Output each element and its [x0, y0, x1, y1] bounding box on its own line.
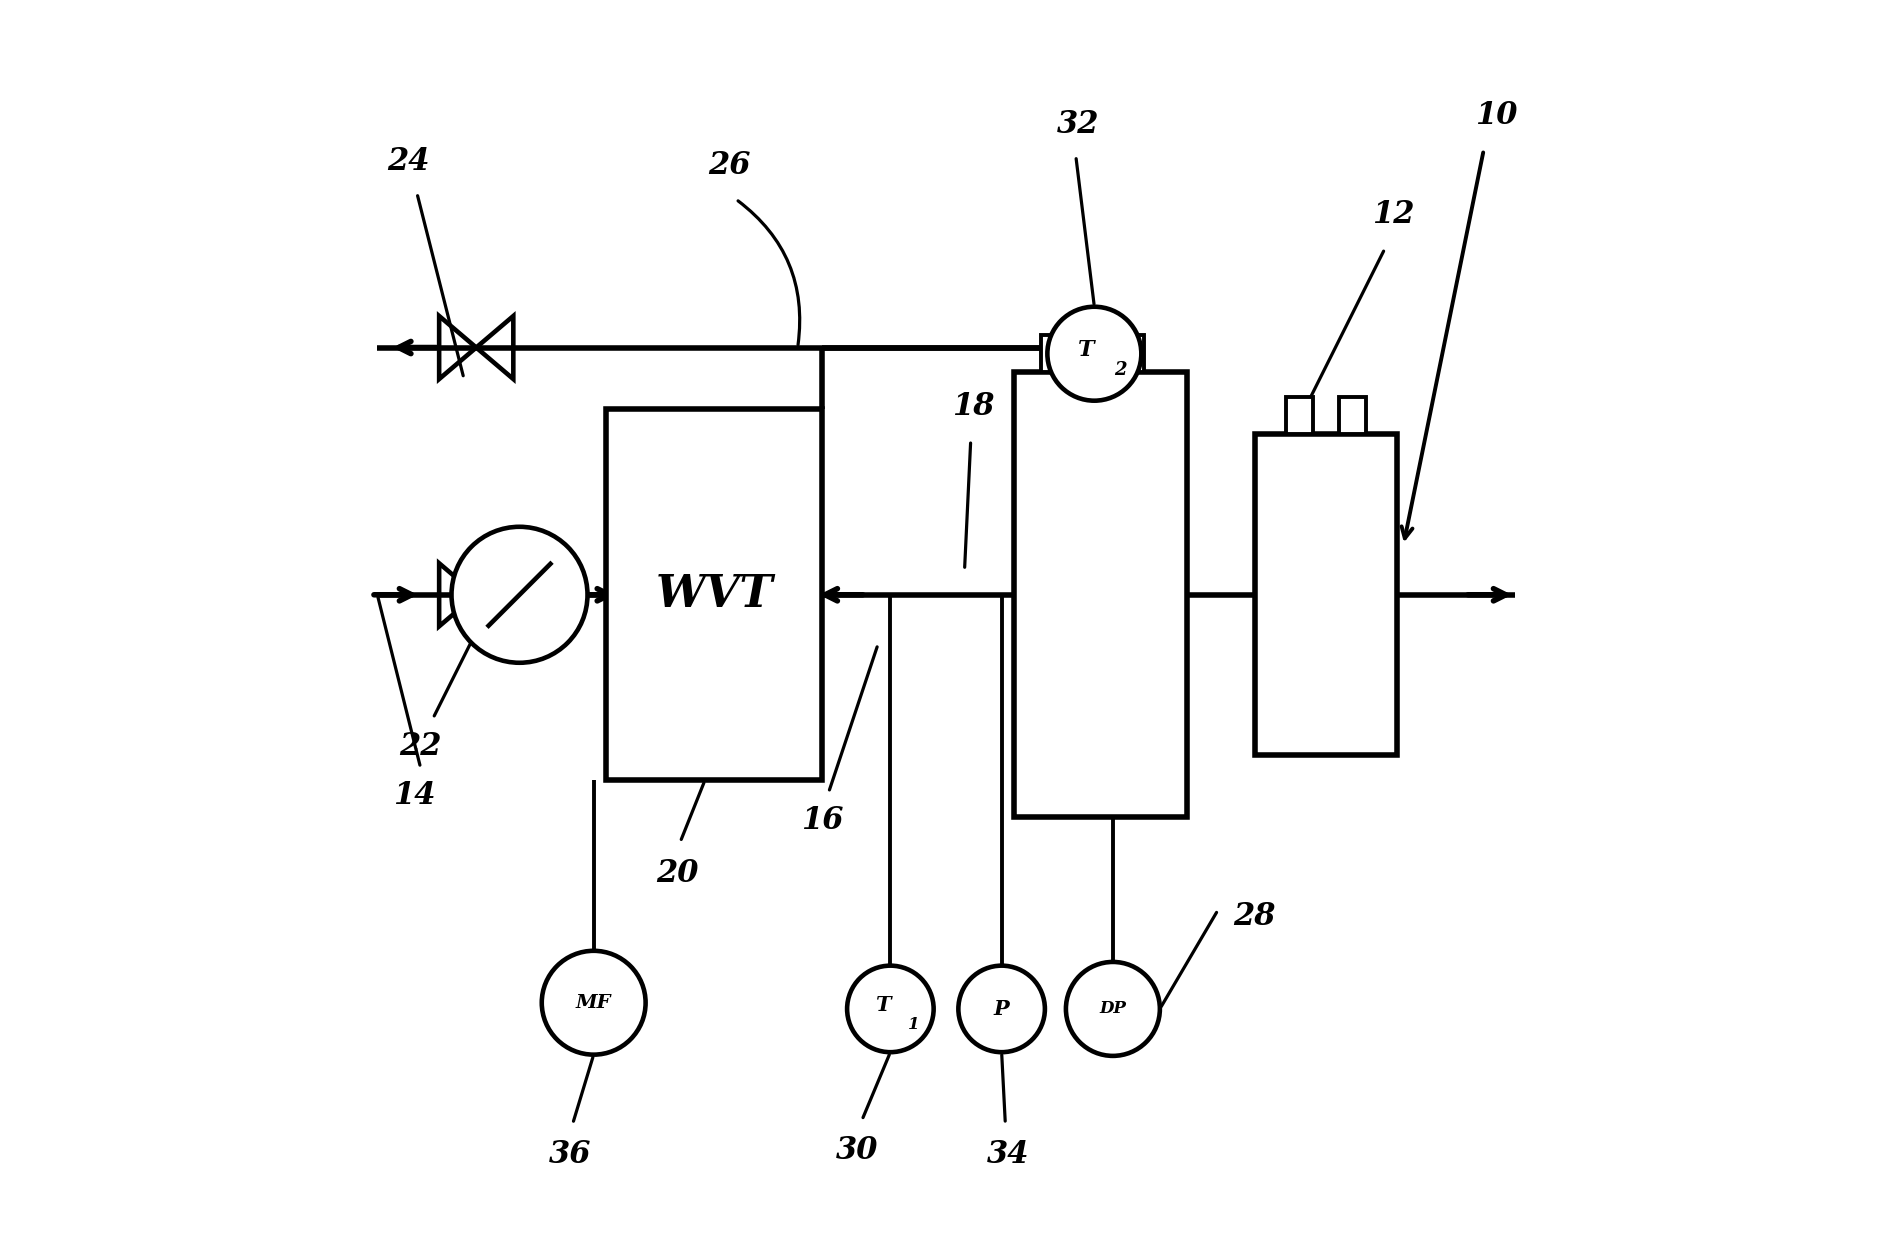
Bar — [1254, 434, 1396, 756]
Text: 16: 16 — [800, 805, 844, 836]
Bar — [1014, 372, 1186, 818]
Text: 34: 34 — [986, 1139, 1029, 1170]
Bar — [1287, 396, 1313, 434]
Text: MF: MF — [575, 994, 611, 1012]
Circle shape — [848, 965, 933, 1052]
Text: 14: 14 — [394, 781, 435, 812]
Bar — [1041, 336, 1069, 372]
Text: 30: 30 — [836, 1135, 878, 1166]
Circle shape — [1065, 961, 1160, 1056]
Text: 10: 10 — [1476, 100, 1517, 131]
Text: 18: 18 — [952, 390, 995, 421]
Circle shape — [959, 965, 1044, 1052]
Text: 28: 28 — [1234, 901, 1275, 932]
Text: T: T — [1078, 339, 1094, 361]
Text: 32: 32 — [1058, 109, 1099, 140]
Text: 1: 1 — [908, 1016, 920, 1032]
Circle shape — [1048, 307, 1141, 400]
Text: T: T — [874, 995, 891, 1016]
Text: 20: 20 — [657, 859, 698, 890]
Bar — [1340, 396, 1366, 434]
Text: 24: 24 — [388, 146, 429, 177]
Circle shape — [452, 527, 588, 663]
Text: WVT: WVT — [655, 574, 774, 616]
Bar — [1116, 336, 1145, 372]
Text: 12: 12 — [1372, 199, 1415, 230]
Text: 36: 36 — [549, 1139, 592, 1170]
Circle shape — [541, 950, 645, 1054]
Text: 22: 22 — [399, 731, 443, 762]
Text: 26: 26 — [708, 150, 751, 181]
Text: 2: 2 — [1114, 361, 1126, 379]
Bar — [605, 409, 823, 781]
Text: DP: DP — [1099, 1000, 1126, 1017]
Text: P: P — [993, 999, 1010, 1018]
